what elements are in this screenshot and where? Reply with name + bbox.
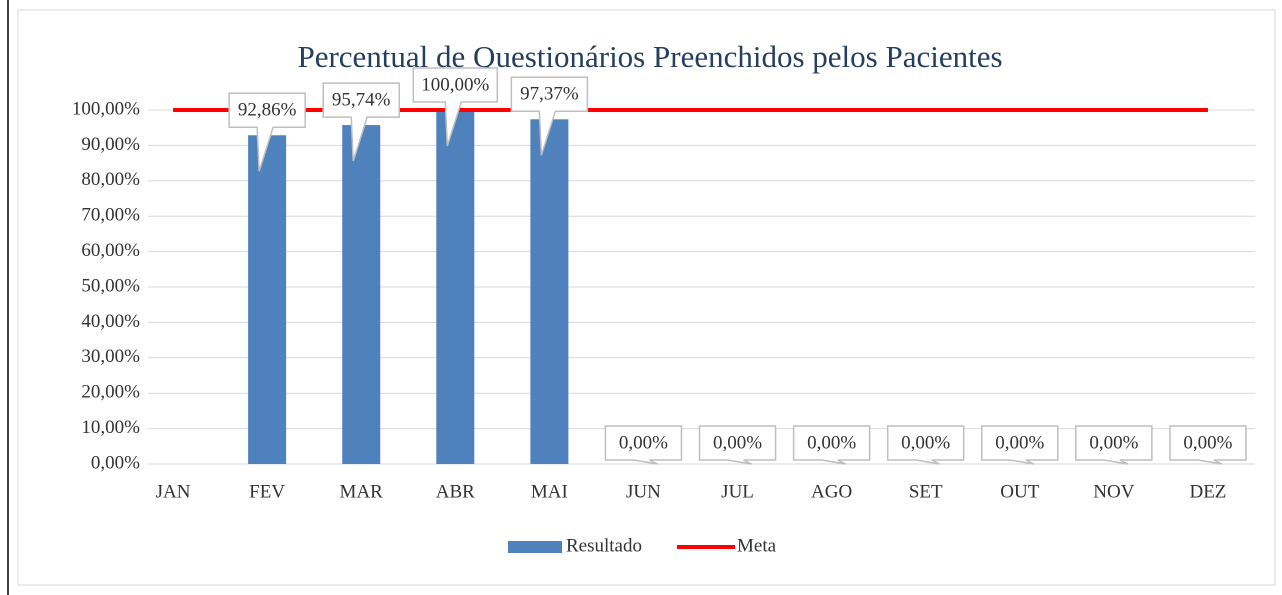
data-label: 95,74%	[332, 89, 391, 110]
y-tick-label: 20,00%	[81, 382, 140, 403]
legend-label: Meta	[737, 535, 777, 556]
bar	[436, 110, 475, 464]
chart-frame	[17, 9, 1276, 586]
data-label-box	[510, 76, 589, 156]
y-tick-label: 0,00%	[91, 452, 140, 473]
x-tick-label: DEZ	[1189, 481, 1226, 502]
x-tick-label: NOV	[1093, 481, 1134, 502]
data-label-box	[604, 425, 683, 465]
y-tick-label: 10,00%	[81, 417, 140, 438]
data-label: 0,00%	[901, 432, 950, 453]
bar	[342, 125, 381, 465]
data-label: 0,00%	[807, 432, 856, 453]
y-tick-label: 70,00%	[81, 205, 140, 226]
data-label: 0,00%	[713, 432, 762, 453]
data-label: 0,00%	[1089, 432, 1138, 453]
x-tick-label: JUN	[626, 481, 661, 502]
data-label: 0,00%	[995, 432, 1044, 453]
bar	[530, 119, 569, 464]
y-tick-label: 30,00%	[81, 346, 140, 367]
data-label-box	[1075, 425, 1153, 465]
data-label: 100,00%	[421, 74, 489, 95]
y-tick-label: 90,00%	[81, 134, 140, 155]
data-label: 0,00%	[619, 432, 668, 453]
legend-swatch	[508, 541, 562, 553]
x-tick-label: MAR	[340, 481, 384, 502]
data-label-box	[1169, 425, 1247, 465]
bar	[248, 135, 287, 464]
chart-title: Percentual de Questionários Preenchidos …	[297, 39, 1002, 74]
x-tick-label: JAN	[156, 481, 191, 502]
data-label-box	[886, 425, 965, 465]
legend-label: Resultado	[566, 535, 642, 556]
data-label-box	[698, 425, 777, 465]
y-tick-label: 40,00%	[81, 311, 140, 332]
x-tick-label: JUL	[721, 481, 754, 502]
x-tick-label: OUT	[1000, 481, 1039, 502]
y-tick-label: 80,00%	[81, 169, 140, 190]
x-tick-label: SET	[909, 481, 943, 502]
x-tick-label: FEV	[249, 481, 285, 502]
data-label: 92,86%	[238, 100, 297, 121]
x-tick-label: ABR	[436, 481, 475, 502]
y-tick-label: 100,00%	[72, 98, 140, 119]
data-label-box	[228, 92, 306, 172]
data-label-box	[412, 67, 499, 147]
y-tick-label: 50,00%	[81, 275, 140, 296]
data-label-box	[322, 82, 400, 162]
x-tick-label: AGO	[811, 481, 852, 502]
data-label: 0,00%	[1183, 432, 1232, 453]
data-label-box	[981, 425, 1059, 465]
x-tick-label: MAI	[531, 481, 568, 502]
data-label: 97,37%	[520, 84, 579, 105]
y-tick-label: 60,00%	[81, 240, 140, 261]
data-label-box	[792, 425, 871, 465]
